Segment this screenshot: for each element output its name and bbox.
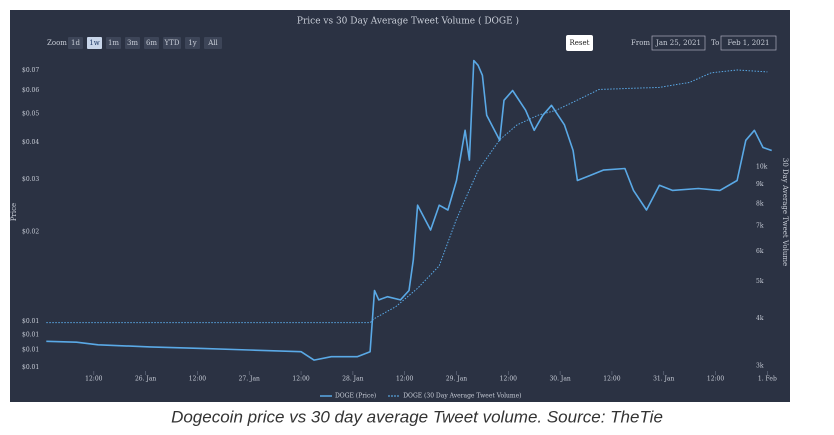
y-tick-label: $0.01 xyxy=(22,347,39,354)
y2-tick-label: 4k xyxy=(756,315,764,322)
from-value[interactable]: Jan 25, 2021 xyxy=(655,39,701,47)
y2-tick-label: 8k xyxy=(756,200,764,207)
chart-title: Price vs 30 Day Average Tweet Volume ( D… xyxy=(297,16,519,27)
legend-label[interactable]: DOGE (30 Day Average Tweet Volume) xyxy=(403,393,521,400)
to-label: To xyxy=(711,39,719,47)
to-input[interactable] xyxy=(720,35,777,51)
y-tick-label: $0.01 xyxy=(22,364,39,371)
zoom-button-label[interactable]: 1w xyxy=(89,39,99,47)
zoom-button[interactable] xyxy=(163,37,181,49)
series-line xyxy=(46,69,768,324)
y-tick-label: $0.01 xyxy=(22,331,39,338)
x-tick-label: 12:00 xyxy=(85,376,102,383)
y-tick-label: $0.03 xyxy=(22,176,39,183)
y-axis-label: Price xyxy=(10,203,18,221)
from-input[interactable] xyxy=(651,35,706,51)
x-tick-label: 12:00 xyxy=(396,376,413,383)
y2-tick-label: 6k xyxy=(756,248,764,255)
reset-label[interactable]: Reset xyxy=(570,39,590,47)
y2-tick-label: 7k xyxy=(756,223,764,230)
y2-tick-label: 10k xyxy=(756,164,768,171)
x-tick-label: 30. Jan xyxy=(549,376,570,383)
zoom-label: Zoom xyxy=(47,39,67,47)
zoom-button-label[interactable]: 1m xyxy=(108,39,119,47)
x-tick-label: 12:00 xyxy=(500,376,517,383)
y-tick-label: $0.01 xyxy=(22,318,39,325)
x-tick-label: 12:00 xyxy=(292,376,309,383)
zoom-button[interactable] xyxy=(144,37,159,49)
x-tick-label: 1. Feb xyxy=(758,376,777,383)
zoom-button[interactable] xyxy=(125,37,140,49)
zoom-button[interactable] xyxy=(106,37,121,49)
zoom-button[interactable] xyxy=(185,37,200,49)
x-tick-label: 12:00 xyxy=(707,376,724,383)
zoom-button[interactable] xyxy=(87,37,102,49)
x-tick-label: 26. Jan xyxy=(135,376,156,383)
series-line xyxy=(46,59,772,361)
y2-axis-label: 30 Day Average Tweet Volume xyxy=(781,158,789,266)
from-label: From xyxy=(631,39,650,47)
x-tick-label: 29. Jan xyxy=(446,376,467,383)
zoom-button-label[interactable]: 1y xyxy=(188,39,196,47)
x-tick-label: 27. Jan xyxy=(239,376,260,383)
caption: Dogecoin price vs 30 day average Tweet v… xyxy=(171,407,663,426)
zoom-button[interactable] xyxy=(204,37,222,49)
y-tick-label: $0.05 xyxy=(22,110,39,117)
y2-tick-label: 5k xyxy=(756,278,764,285)
y-tick-label: $0.07 xyxy=(22,67,39,74)
y-tick-label: $0.02 xyxy=(22,228,39,235)
x-tick-label: 12:00 xyxy=(603,376,620,383)
x-tick-label: 28. Jan xyxy=(342,376,363,383)
zoom-button[interactable] xyxy=(68,37,83,49)
zoom-button-label[interactable]: YTD xyxy=(164,39,180,47)
x-tick-label: 12:00 xyxy=(189,376,206,383)
reset-button[interactable] xyxy=(566,35,593,51)
zoom-button-label[interactable]: 3m xyxy=(127,39,138,47)
legend-label[interactable]: DOGE (Price) xyxy=(335,393,376,400)
to-value[interactable]: Feb 1, 2021 xyxy=(727,39,769,47)
x-tick-label: 31. Jan xyxy=(653,376,674,383)
y2-tick-label: 3k xyxy=(756,362,764,369)
y2-tick-label: 9k xyxy=(756,181,764,188)
zoom-button-label[interactable]: All xyxy=(207,39,218,47)
zoom-button-label[interactable]: 6m xyxy=(146,39,157,47)
y-tick-label: $0.04 xyxy=(22,139,39,146)
zoom-button-label[interactable]: 1d xyxy=(71,39,80,47)
y-tick-label: $0.06 xyxy=(22,87,39,94)
chart-panel xyxy=(10,10,790,402)
